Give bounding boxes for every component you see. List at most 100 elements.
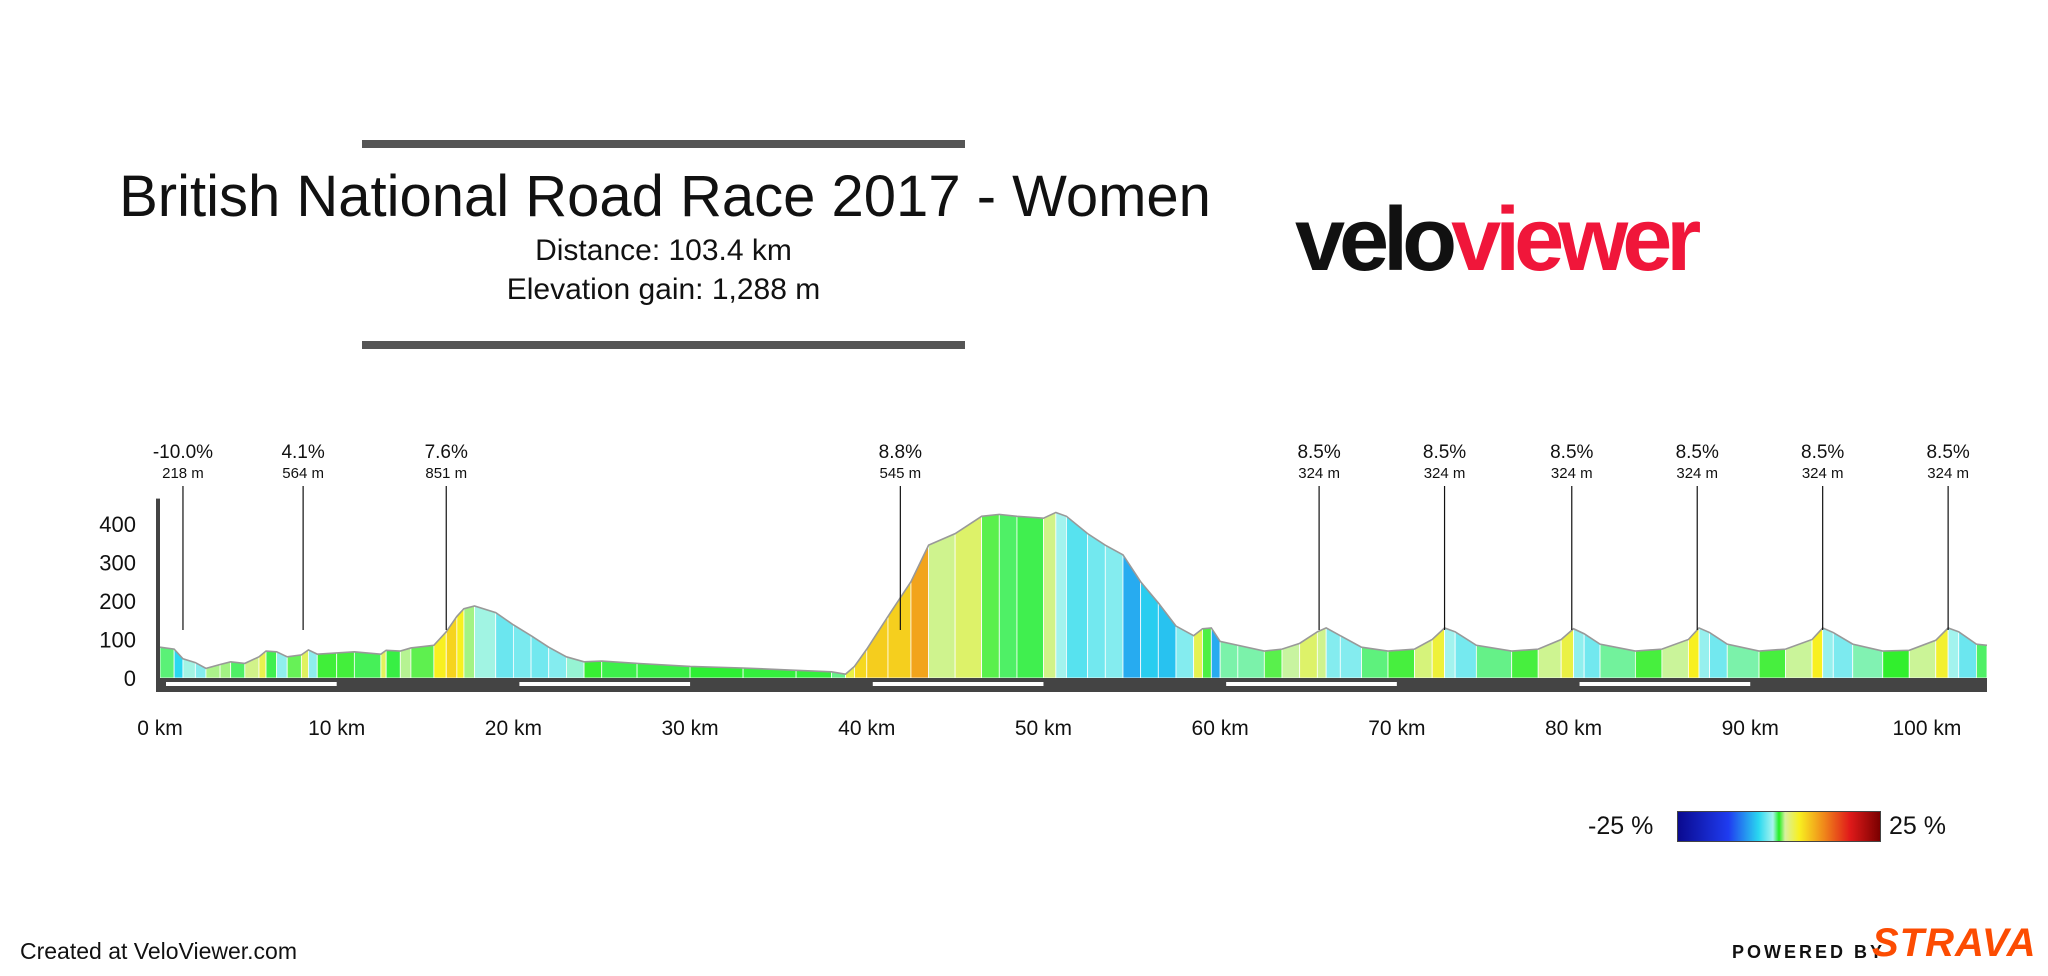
profile-segment xyxy=(1537,638,1562,679)
profile-segment xyxy=(463,605,475,679)
profile-segment xyxy=(1316,627,1327,679)
annotation-length: 564 m xyxy=(282,465,324,482)
logo-viewer: viewer xyxy=(1451,190,1701,290)
annotation-grade: 8.5% xyxy=(1676,442,1719,463)
profile-segment xyxy=(265,650,278,679)
annotation-grade: 8.5% xyxy=(1550,442,1593,463)
annotation-length: 324 m xyxy=(1676,465,1718,482)
profile-segment xyxy=(336,651,355,679)
profile-segment xyxy=(1299,631,1318,679)
legend-max-label: 25 % xyxy=(1889,812,1946,840)
annotation-length: 218 m xyxy=(162,465,204,482)
profile-segment xyxy=(1698,627,1710,679)
elevation-text: Elevation gain: 1,288 m xyxy=(506,273,821,306)
x-tick-label: 80 km xyxy=(1545,717,1602,740)
profile-segment xyxy=(1219,640,1239,679)
y-tick-label: 0 xyxy=(124,666,136,691)
annotation-grade: 8.5% xyxy=(1801,442,1844,463)
profile-segment xyxy=(316,652,338,679)
x-tick-label: 50 km xyxy=(1015,717,1072,740)
profile-segment xyxy=(1935,626,1949,679)
profile-segment xyxy=(286,654,302,679)
profile-segment xyxy=(230,661,246,679)
profile-segment xyxy=(1661,638,1689,679)
elevation-profile-chart: 0 100 200 300 400 0 km 10 km 20 km 30 km 40 km 50 … xyxy=(99,442,1988,740)
x-tick-label: 10 km xyxy=(308,717,365,740)
profile-segment xyxy=(1882,649,1910,679)
y-tick-label: 400 xyxy=(99,512,136,537)
chart-title: British National Road Race 2017 - Women xyxy=(119,164,1211,229)
x-tick-label: 100 km xyxy=(1892,717,1961,740)
profile-outline xyxy=(159,511,1988,676)
profile-segment xyxy=(1511,648,1539,679)
profile-segment xyxy=(410,644,435,679)
created-at-text: Created at VeloViewer.com xyxy=(20,938,298,964)
y-tick-label: 200 xyxy=(99,589,136,614)
profile-segment xyxy=(1263,648,1283,679)
profile-segment xyxy=(887,580,912,679)
x-tick-label: 90 km xyxy=(1722,717,1779,740)
profile-segment xyxy=(456,607,465,679)
profile-segment xyxy=(583,660,603,679)
profile-segment xyxy=(1104,544,1124,679)
annotation-grade: -10.0% xyxy=(153,442,213,463)
profile-segment xyxy=(1193,627,1203,679)
powered-by-text: POWERED BY xyxy=(1732,942,1886,962)
profile-segment xyxy=(1687,626,1700,679)
profile-segment xyxy=(1975,643,1988,679)
x-tick-label: 30 km xyxy=(661,717,718,740)
profile-segment xyxy=(954,515,983,679)
annotation-length: 324 m xyxy=(1802,465,1844,482)
profile-segment xyxy=(1361,646,1389,679)
profile-segment xyxy=(1122,553,1142,679)
profile-segment xyxy=(1811,626,1824,679)
profile-segment xyxy=(1785,638,1813,679)
profile-segment xyxy=(1016,515,1044,679)
x-tick-label: 20 km xyxy=(485,717,542,740)
distance-band-stripe xyxy=(166,682,337,686)
profile-segment xyxy=(1414,638,1433,679)
profile-segment xyxy=(1832,631,1854,679)
veloviewer-logo: veloviewer xyxy=(1295,195,1701,285)
annotation-length: 851 m xyxy=(425,465,467,482)
profile-segment xyxy=(1709,631,1728,679)
profile-segment xyxy=(866,615,889,679)
strava-logo: STRAVA xyxy=(1872,921,2037,965)
legend-min-label: -25 % xyxy=(1588,812,1654,840)
profile-segment xyxy=(399,647,412,679)
logo-velo: velo xyxy=(1295,190,1457,290)
distance-band-stripe xyxy=(519,682,691,686)
profile-segment xyxy=(474,605,497,679)
x-tick-label: 40 km xyxy=(838,717,895,740)
annotation-length: 324 m xyxy=(1551,465,1593,482)
profile-segment xyxy=(1560,627,1574,679)
profile-segment xyxy=(1947,627,1960,679)
annotation-grade: 8.5% xyxy=(1423,442,1466,463)
x-tick-label: 0 km xyxy=(137,717,183,740)
profile-segment xyxy=(1583,632,1601,679)
profile-segment xyxy=(1387,648,1415,679)
distance-band-stripe xyxy=(1579,682,1751,686)
profile-segment xyxy=(1055,511,1067,679)
distance-band-stripe xyxy=(1226,682,1397,686)
profile-segment xyxy=(1325,627,1341,679)
profile-segment xyxy=(981,513,1000,679)
profile-segment xyxy=(928,533,956,679)
profile-segment xyxy=(1202,627,1212,679)
profile-segment xyxy=(1087,532,1106,679)
profile-segment xyxy=(1043,511,1057,679)
annotation-grade: 8.5% xyxy=(1926,442,1969,463)
profile-segment xyxy=(385,649,401,679)
profile-segment xyxy=(445,615,458,679)
profile-segment xyxy=(1066,515,1089,679)
profile-segment xyxy=(1444,627,1456,679)
annotation-grade: 7.6% xyxy=(425,442,468,463)
gradient-legend-bar xyxy=(1677,811,1881,842)
profile-segment xyxy=(512,624,532,679)
profile-segment xyxy=(1822,627,1834,679)
annotation-grade: 8.5% xyxy=(1297,442,1340,463)
x-tick-label: 70 km xyxy=(1368,717,1425,740)
profile-segment xyxy=(159,646,175,679)
profile-segment xyxy=(353,651,382,679)
profile-segment xyxy=(1634,648,1663,679)
